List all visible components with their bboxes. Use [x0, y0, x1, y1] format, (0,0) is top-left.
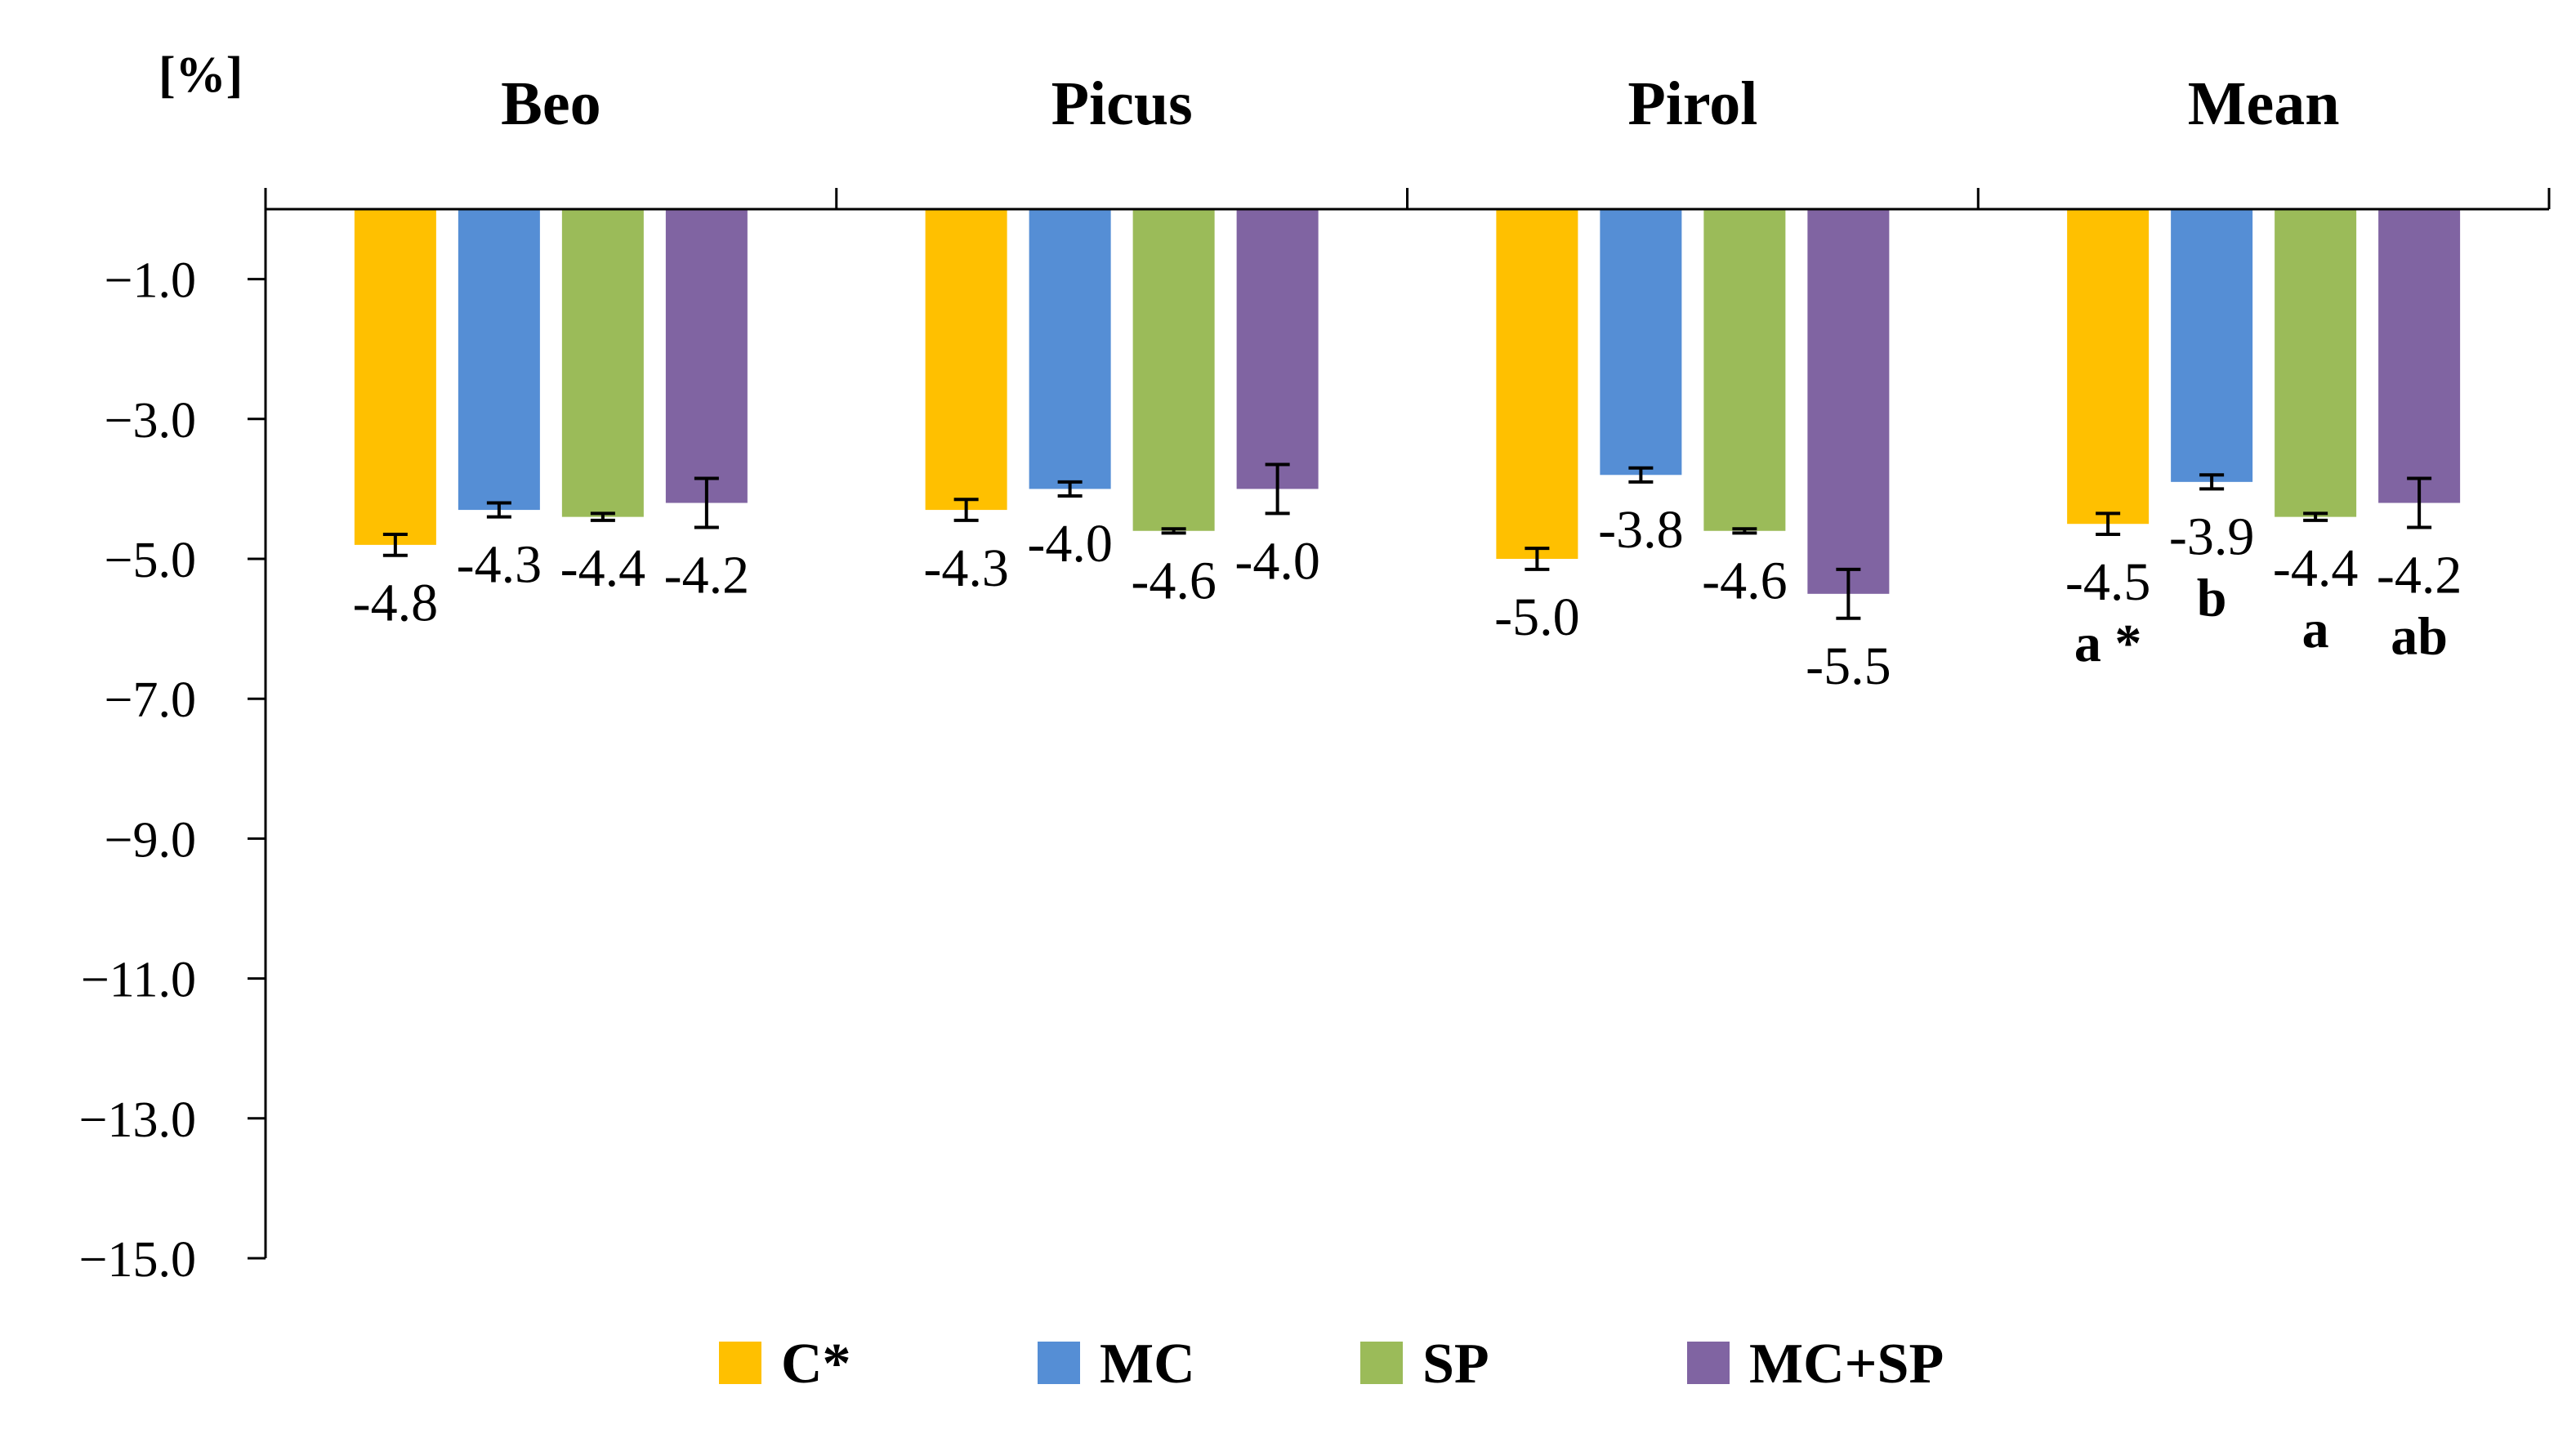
category-label: Mean: [2188, 69, 2340, 138]
data-label: -4.0: [1234, 531, 1319, 591]
category-label: Pirol: [1627, 69, 1757, 138]
significance-letter: a *: [2074, 614, 2142, 673]
bar: [665, 209, 748, 503]
data-label: -4.0: [1027, 514, 1112, 574]
legend-swatch: [719, 1342, 761, 1384]
significance-letter: ab: [2391, 606, 2448, 666]
data-label: -4.4: [2273, 538, 2358, 598]
y-tick-label: −7.0: [105, 672, 196, 728]
bar: [2067, 209, 2150, 525]
data-label: -3.8: [1598, 500, 1683, 560]
bar: [1236, 209, 1319, 489]
y-tick-label: −9.0: [105, 812, 196, 868]
y-tick-label: −5.0: [105, 533, 196, 588]
bar: [1132, 209, 1215, 531]
bars-layer: [354, 209, 2461, 594]
legend-label: SP: [1422, 1333, 1489, 1396]
bar: [354, 209, 436, 545]
data-label: -4.2: [664, 545, 749, 605]
data-label: -3.9: [2169, 507, 2254, 566]
bar: [1703, 209, 1786, 531]
bar: [2171, 209, 2253, 482]
legend-swatch: [1360, 1342, 1403, 1384]
bar: [2378, 209, 2461, 503]
significance-letter: a: [2302, 600, 2329, 659]
category-label: Beo: [501, 69, 600, 138]
data-label: -5.5: [1806, 636, 1891, 696]
data-label: -4.8: [353, 574, 438, 633]
y-axis-label: [%]: [158, 47, 243, 103]
category-label: Picus: [1051, 69, 1193, 138]
bar: [1600, 209, 1682, 476]
legend: C* MC SP MC+SP: [719, 1333, 1944, 1396]
legend-label: MC: [1100, 1333, 1195, 1396]
y-tick-label: −15.0: [79, 1232, 196, 1288]
data-label: -4.3: [457, 535, 542, 595]
legend-swatch: [1687, 1342, 1730, 1384]
bar: [458, 209, 540, 511]
significance-letter: b: [2197, 568, 2227, 627]
bar: [1029, 209, 1111, 489]
bar: [1807, 209, 1890, 594]
axis-layer: −1.0 −3.0 −5.0 −7.0 −9.0 −11.0 −13.0 −15.0 [%] Be…: [79, 47, 2551, 1288]
data-labels-layer: -4.8 -4.3 -4.4 -4.2 -4.3 -4.0 -4.6 -4.0 -5.0 -3.8…: [353, 500, 2462, 696]
data-label: -4.6: [1131, 551, 1216, 610]
bar: [561, 209, 644, 517]
data-label: -5.0: [1494, 587, 1579, 647]
bar: [1496, 209, 1578, 559]
bar: [2275, 209, 2357, 517]
y-tick-label: −3.0: [105, 393, 196, 449]
data-label: -4.4: [560, 538, 645, 598]
y-tick-label: −11.0: [81, 953, 196, 1008]
data-label: -4.6: [1702, 551, 1787, 610]
data-label: -4.2: [2377, 545, 2462, 605]
data-label: -4.5: [2065, 552, 2150, 612]
y-tick-label: −13.0: [79, 1092, 196, 1148]
legend-swatch: [1038, 1342, 1080, 1384]
legend-label: MC+SP: [1749, 1333, 1944, 1396]
bar: [925, 209, 1007, 511]
data-label: -4.3: [923, 538, 1008, 598]
legend-label: C*: [781, 1333, 851, 1396]
error-bars-layer: [382, 462, 2432, 620]
y-tick-label: −1.0: [105, 253, 196, 309]
